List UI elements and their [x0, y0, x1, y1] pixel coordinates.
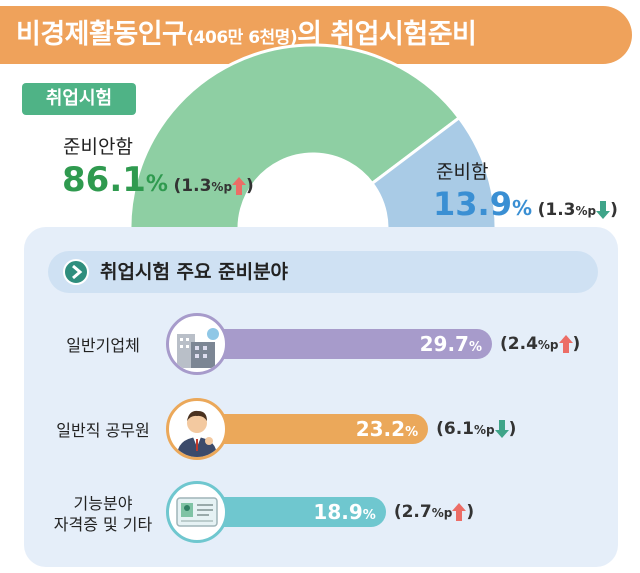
bar-value-public-servant-num: 23.2: [355, 417, 406, 441]
bar-change-company-value: 2.4: [507, 334, 538, 354]
section-badge: 취업시험: [22, 83, 136, 115]
bar-label-certificate-line1: 기능분야: [73, 494, 133, 513]
certificate-icon: [166, 481, 228, 543]
not-prepared-label: 준비안함: [63, 136, 133, 158]
not-prepared-change-value: 1.3: [181, 176, 212, 196]
not-prepared-change: (1.3%p): [173, 176, 254, 196]
bar-label-certificate: 기능분야 자격증 및 기타: [40, 493, 166, 535]
bar-value-certificate-unit: %: [362, 508, 376, 523]
donut-slice-prepared: [369, 115, 498, 228]
bar-label-certificate-line2: 자격증 및 기타: [53, 515, 153, 534]
prepared-pct-unit: %: [511, 196, 532, 220]
bar-value-public-servant: 23.2%: [356, 414, 418, 448]
bar-value-company: 29.7%: [420, 329, 482, 363]
not-prepared-value: 86.1% (1.3%p): [62, 160, 254, 200]
donut-slice-not-prepared: [128, 43, 462, 228]
bar-value-company-unit: %: [468, 340, 482, 355]
bar-certificate: 18.9%: [200, 497, 386, 527]
bar-value-certificate: 18.9%: [313, 497, 375, 531]
bar-label-public-servant: 일반직 공무원: [56, 421, 150, 440]
bar-change-company-unit: %p: [537, 338, 559, 352]
arrow-up-icon: [452, 503, 467, 521]
chevron-right-icon: [63, 259, 89, 285]
bar-change-public-servant: (6.1%p): [436, 419, 517, 439]
building-icon: [166, 313, 228, 375]
not-prepared-pct-unit: %: [145, 172, 168, 197]
bar-change-public-servant-value: 6.1: [443, 419, 474, 439]
bar-value-company-num: 29.7: [419, 332, 469, 356]
title-paren: (406만 6천명): [186, 28, 298, 48]
bar-change-certificate-unit: %p: [431, 506, 453, 520]
bar-change-company: (2.4%p): [500, 334, 581, 354]
prepared-label: 준비함: [436, 161, 489, 183]
bar-value-public-servant-unit: %: [405, 425, 419, 440]
prepared-change: (1.3%p): [537, 200, 618, 220]
not-prepared-change-unit: %p: [211, 180, 233, 194]
bar-company: 29.7%: [200, 329, 492, 359]
prepared-pct: 13.9: [433, 185, 512, 223]
bar-change-certificate-value: 2.7: [401, 502, 432, 522]
prepared-change-value: 1.3: [545, 200, 576, 220]
bar-label-company: 일반기업체: [66, 336, 140, 355]
bar-change-certificate: (2.7%p): [393, 502, 475, 522]
public-servant-icon: [166, 398, 228, 460]
bar-value-certificate-num: 18.9: [313, 500, 363, 524]
arrow-up-icon: [232, 177, 247, 195]
bar-public-servant: 23.2%: [200, 414, 429, 444]
arrow-down-icon: [596, 201, 611, 219]
arrow-up-icon: [558, 335, 573, 353]
section-header-text: 취업시험 주요 준비분야: [100, 261, 289, 283]
section-header: [48, 251, 598, 293]
arrow-down-icon: [494, 420, 509, 438]
prepared-change-unit: %p: [575, 204, 597, 218]
title-main: 비경제활동인구: [16, 19, 187, 50]
prepared-value: 13.9% (1.3%p): [433, 185, 618, 223]
donut-slices: [128, 43, 498, 228]
bar-change-public-servant-unit: %p: [474, 423, 495, 437]
not-prepared-pct: 86.1: [62, 160, 146, 200]
